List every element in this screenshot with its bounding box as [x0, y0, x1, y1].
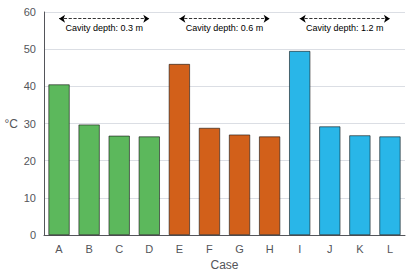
- svg-text:Cavity depth: 0.3 m: Cavity depth: 0.3 m: [65, 23, 143, 33]
- svg-text:60: 60: [24, 6, 36, 18]
- svg-text:Cavity depth: 0.6 m: Cavity depth: 0.6 m: [186, 23, 264, 33]
- svg-text:D: D: [145, 243, 153, 255]
- svg-text:B: B: [85, 243, 92, 255]
- svg-text:L: L: [387, 243, 393, 255]
- svg-text:50: 50: [24, 43, 36, 55]
- svg-text:20: 20: [24, 155, 36, 167]
- svg-text:A: A: [55, 243, 63, 255]
- svg-text:Cavity depth: 1.2 m: Cavity depth: 1.2 m: [306, 23, 384, 33]
- svg-text:30: 30: [24, 118, 36, 130]
- svg-text:C: C: [115, 243, 123, 255]
- svg-text:I: I: [298, 243, 301, 255]
- svg-text:J: J: [327, 243, 333, 255]
- svg-text:H: H: [266, 243, 274, 255]
- svg-text:40: 40: [24, 80, 36, 92]
- svg-text:F: F: [206, 243, 213, 255]
- svg-text:0: 0: [30, 229, 36, 241]
- svg-text:°C: °C: [4, 117, 18, 131]
- svg-text:G: G: [235, 243, 244, 255]
- svg-text:Case: Case: [210, 258, 238, 272]
- svg-text:E: E: [176, 243, 183, 255]
- svg-text:10: 10: [24, 192, 36, 204]
- svg-text:K: K: [356, 243, 364, 255]
